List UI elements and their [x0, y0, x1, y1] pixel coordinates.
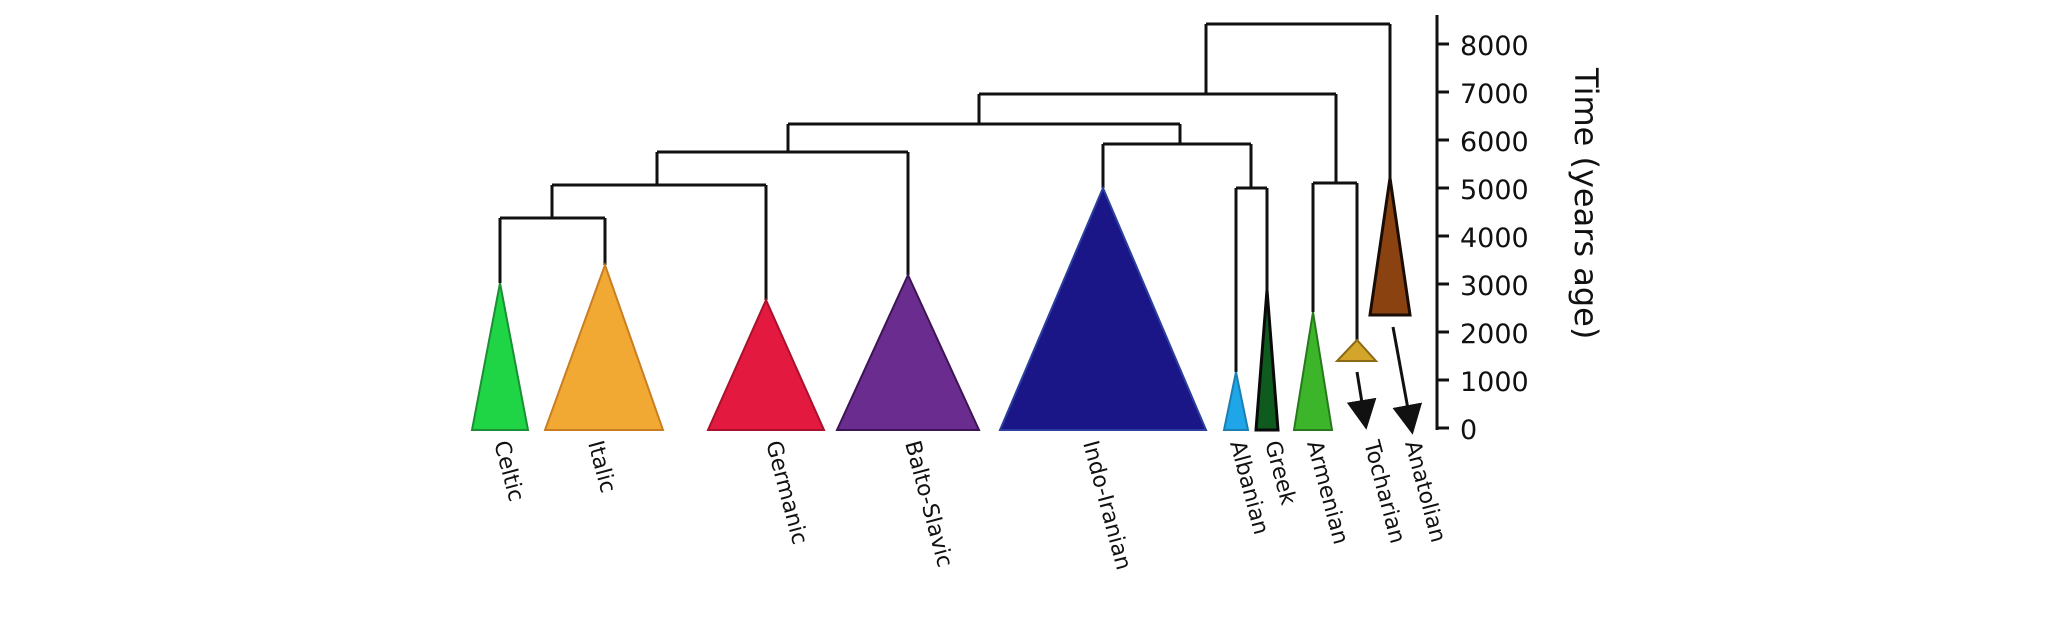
leaf-label-indo-iranian: Indo-Iranian [1077, 438, 1135, 573]
clade-triangle-italic [543, 262, 665, 431]
clade-triangle-greek [1254, 289, 1280, 432]
tick-label-0: 0 [1460, 415, 1477, 446]
tick-label-1000: 1000 [1460, 367, 1529, 398]
leaf-label-armenian: Armenian [1301, 438, 1353, 547]
axis-title: Time (years age) [1567, 67, 1605, 339]
leaf-label-greek: Greek [1259, 438, 1300, 508]
tree-branches [498, 22, 1392, 372]
tick-label-5000: 5000 [1460, 175, 1529, 206]
clade-triangle-germanic [706, 297, 826, 431]
clade-triangle-albanian [1222, 371, 1250, 431]
clade-triangle-armenian [1292, 311, 1334, 431]
anatolian-arrow [1391, 326, 1423, 435]
tick-label-6000: 6000 [1460, 127, 1529, 158]
leaf-label-germanic: Germanic [760, 438, 812, 547]
clade-triangle-anatolian [1368, 177, 1412, 317]
tocharian-arrow [1346, 371, 1377, 430]
time-axis: 8000 7000 6000 5000 4000 3000 2000 1000 … [1435, 15, 1605, 446]
clade-triangle-indo-iranian [998, 185, 1208, 431]
leaf-label-celtic: Celtic [488, 438, 528, 504]
tick-label-3000: 3000 [1460, 271, 1529, 302]
clade-triangle-celtic [470, 282, 530, 431]
leaf-label-balto-slavic: Balto-Slavic [899, 438, 957, 570]
tick-label-7000: 7000 [1460, 79, 1529, 110]
tick-label-4000: 4000 [1460, 223, 1529, 254]
leaf-label-italic: Italic [582, 438, 620, 496]
tick-label-8000: 8000 [1460, 31, 1529, 62]
clade-triangle-tocharian [1334, 338, 1379, 362]
tick-label-2000: 2000 [1460, 319, 1529, 350]
clade-triangle-balto-slavic [835, 272, 981, 431]
